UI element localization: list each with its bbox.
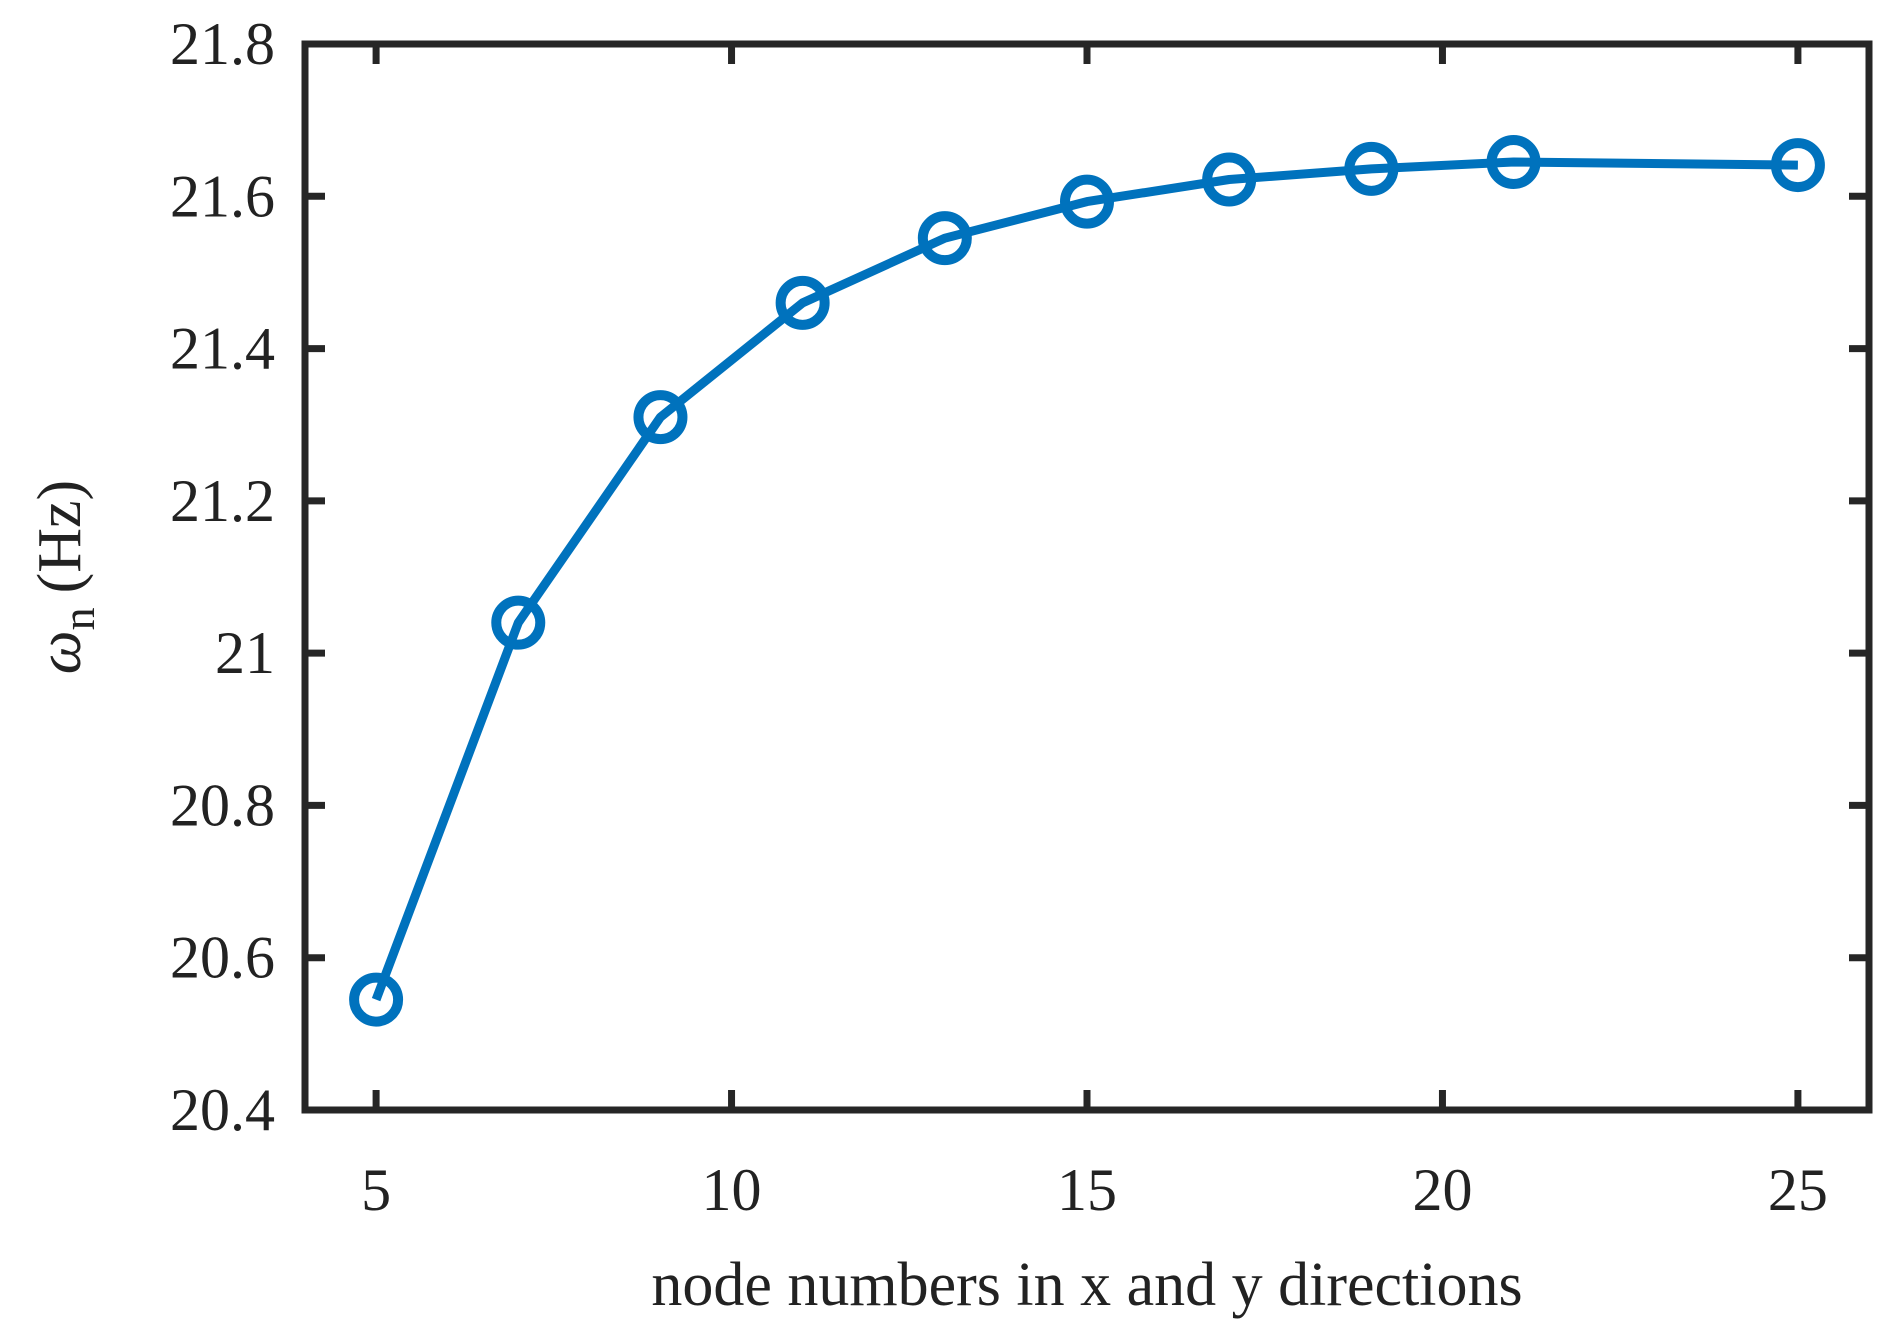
- y-tick-label-0: 20.4: [170, 1077, 275, 1143]
- data-point-0-7: [1344, 141, 1399, 196]
- data-point-0-9: [1770, 138, 1825, 193]
- plot-area: [349, 135, 1825, 1027]
- x-tick-label-1: 10: [702, 1157, 762, 1223]
- y-tick-label-2: 20.8: [170, 772, 275, 838]
- data-point-0-5: [1060, 174, 1114, 229]
- data-point-0-8: [1486, 135, 1541, 190]
- x-tick-label-3: 20: [1412, 1157, 1472, 1223]
- y-tick-label-3: 21: [215, 620, 275, 686]
- data-point-0-4: [917, 211, 972, 266]
- y-tick-label-4: 21.2: [170, 468, 275, 534]
- y-tick-label-1: 20.6: [170, 925, 275, 991]
- y-axis-label-symbol: ω: [26, 630, 94, 674]
- axis-ticks: [305, 40, 1869, 1114]
- data-point-0-0: [349, 972, 404, 1027]
- y-axis-label-unit: (Hz): [26, 480, 94, 594]
- y-axis-label-subscript: n: [53, 607, 104, 630]
- data-point-0-1: [491, 595, 546, 650]
- x-tick-label-0: 5: [361, 1157, 391, 1223]
- axis-tick-labels: 5 10 15 20 25 20.4 20.6 20.8 21 21.2 21.4 21.6 21.8: [170, 11, 1828, 1223]
- x-tick-label-4: 25: [1768, 1157, 1828, 1223]
- y-axis-label: ωn (Hz): [26, 480, 104, 674]
- series-line-0: [371, 157, 1798, 1002]
- data-point-0-3: [775, 275, 830, 330]
- data-point-0-2: [633, 390, 688, 445]
- data-point-0-6: [1202, 152, 1257, 207]
- y-tick-label-5: 21.4: [170, 316, 275, 382]
- x-axis-label: node numbers in x and y directions: [651, 1251, 1522, 1319]
- y-tick-label-6: 21.6: [170, 163, 275, 229]
- x-tick-label-2: 15: [1057, 1157, 1117, 1223]
- y-tick-label-7: 21.8: [170, 11, 275, 77]
